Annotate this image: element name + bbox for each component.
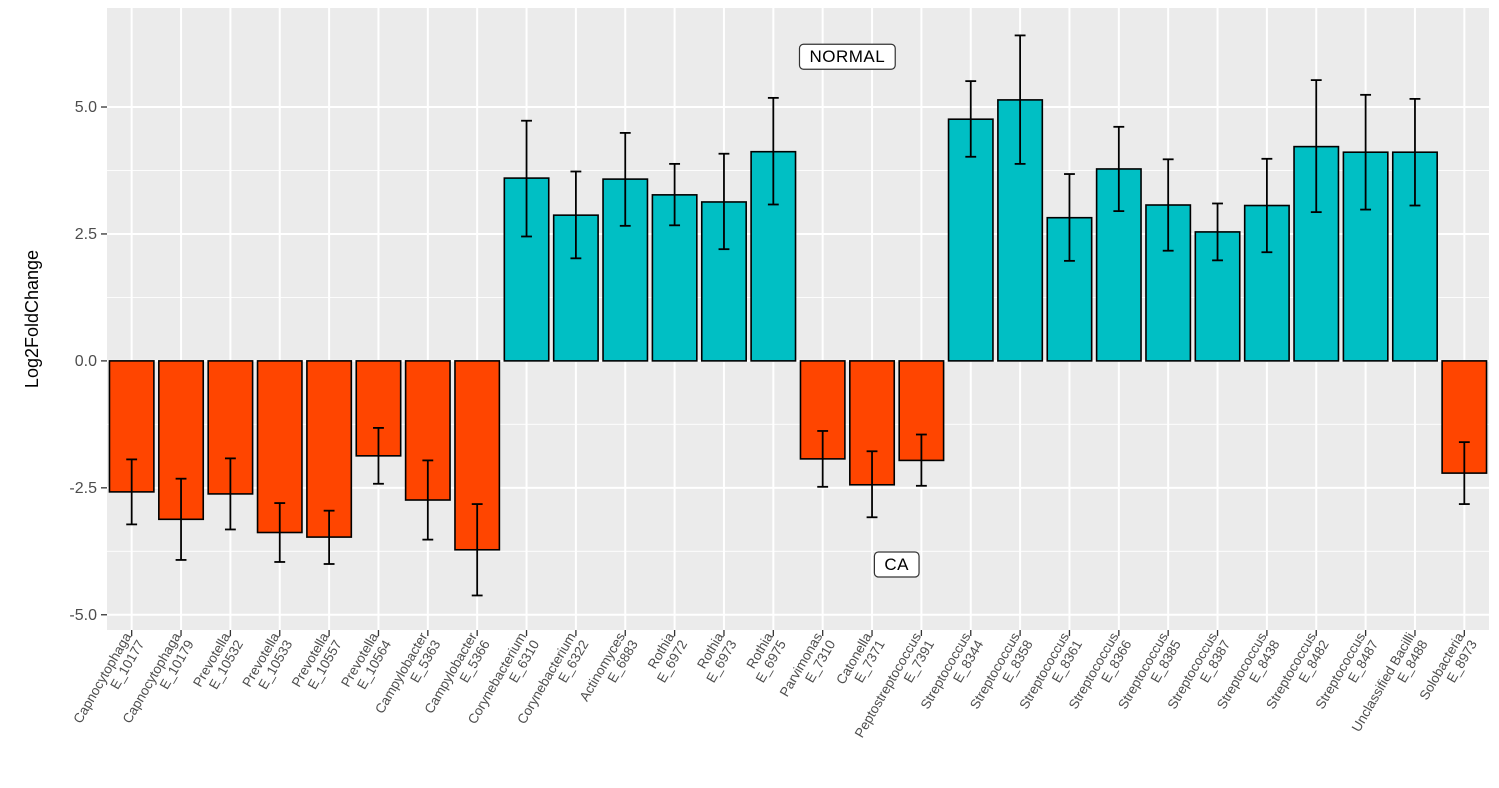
errorbar-e-6322 — [570, 170, 582, 260]
errorbar-e-8361 — [1064, 173, 1075, 262]
errorbar-e-6972 — [669, 162, 681, 227]
y-tick-label: -5.0 — [69, 607, 97, 624]
annotation-ca: CA — [873, 551, 920, 578]
y-tick-label: 5.0 — [75, 99, 97, 116]
errorbar-e-8482 — [1310, 79, 1322, 214]
errorbar-e-8488 — [1409, 97, 1421, 207]
errorbar-e-10177 — [126, 458, 138, 526]
annotation-box — [873, 551, 920, 578]
errorbar-e-10557 — [323, 509, 335, 565]
annotation-label: CA — [884, 555, 909, 574]
annotation-label: NORMAL — [809, 47, 885, 66]
errorbar-e-6883 — [619, 132, 631, 227]
errorbar-e-10564 — [373, 427, 384, 485]
y-tick-label: 2.5 — [75, 226, 97, 243]
errorbar-e-8973 — [1458, 441, 1470, 505]
annotation-layer: NORMAL CA — [798, 43, 920, 578]
errorbar-e-8344 — [965, 80, 977, 158]
y-axis-label: Log2FoldChange — [22, 250, 42, 388]
errorbar-e-6310 — [521, 119, 532, 238]
errorbar-e-8358 — [1014, 34, 1026, 165]
errorbar-e-7371 — [866, 450, 878, 519]
bar-e-7391 — [898, 360, 945, 462]
errorbar-e-8366 — [1113, 125, 1125, 213]
errorbar-e-6975 — [767, 96, 779, 206]
errorbar-e-10533 — [274, 502, 286, 563]
errorbar-e-7310 — [817, 430, 829, 488]
errorbar-e-5366 — [471, 503, 483, 597]
y-tick-label: 0.0 — [75, 353, 97, 370]
errorbar-e-6973 — [718, 152, 730, 251]
errorbar-e-8438 — [1261, 157, 1273, 254]
bar-e-8344 — [947, 118, 994, 362]
errorbar-e-8385 — [1162, 158, 1174, 252]
annotation-normal: NORMAL — [798, 43, 896, 70]
y-axis: -5.0 -2.5 0.0 2.5 5.0 — [69, 99, 107, 624]
errorbar-e-10179 — [175, 477, 187, 561]
x-axis: CapnocytophagaE_10177CapnocytophagaE_101… — [70, 630, 1480, 741]
errorbar-layer — [126, 34, 1470, 597]
errorbar-e-8387 — [1212, 202, 1223, 262]
errorbar-e-5363 — [422, 459, 434, 541]
errorbar-e-10532 — [224, 457, 236, 531]
errorbar-e-8487 — [1360, 93, 1372, 211]
bar-e-10557 — [306, 360, 353, 538]
errorbar-e-7391 — [915, 433, 927, 487]
annotation-box — [798, 43, 896, 70]
y-tick-label: -2.5 — [69, 480, 97, 497]
